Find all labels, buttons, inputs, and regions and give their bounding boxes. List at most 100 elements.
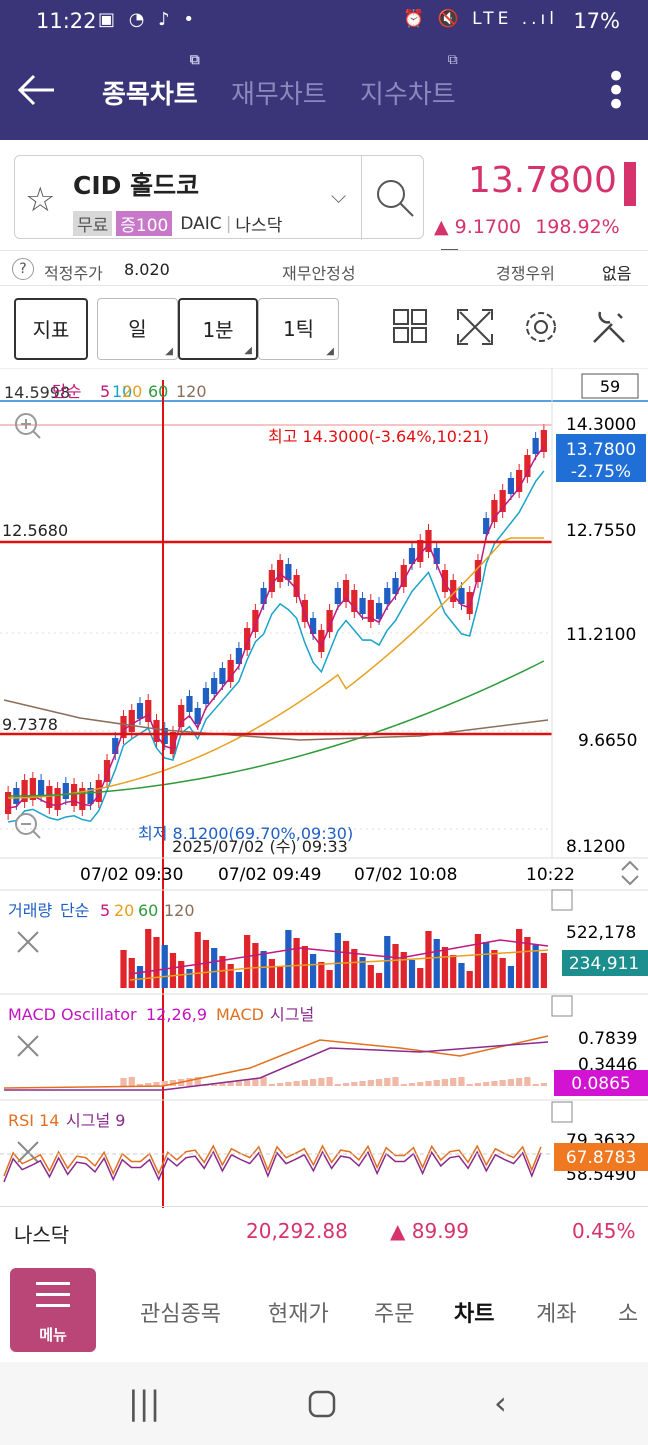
macd-bar xyxy=(235,1080,243,1086)
more-menu-icon[interactable]: • • • xyxy=(605,57,626,125)
volume-bar xyxy=(252,943,259,988)
tab-index-chart[interactable]: 지수차트 ⧉ xyxy=(360,52,458,111)
fullscreen-icon[interactable] xyxy=(456,308,494,346)
candle xyxy=(359,598,366,614)
macd-bar xyxy=(293,1081,300,1086)
ma-legend-60: 60 xyxy=(148,382,168,401)
competitive-advantage[interactable]: 경쟁우위 xyxy=(496,264,555,283)
macd-bar xyxy=(318,1078,325,1086)
search-icon[interactable] xyxy=(373,176,417,220)
macd-bar xyxy=(474,1083,482,1086)
nav-watchlist[interactable]: 관심종목 xyxy=(140,1302,221,1327)
volume-legend-20: 20 xyxy=(114,901,134,920)
volume-bar xyxy=(483,942,490,988)
candle xyxy=(491,500,498,522)
indicator-button[interactable]: 지표 xyxy=(14,298,88,360)
chart-canvas[interactable]: 14.5998 5 단순 10 20 60 120 59 최고 14.3000(… xyxy=(0,367,648,1208)
nav-more[interactable]: 소 xyxy=(618,1302,639,1327)
rsi-last: 67.8783 xyxy=(566,1148,636,1168)
period-day-button[interactable]: 일 ◢ xyxy=(97,298,178,360)
candle xyxy=(95,780,102,802)
chevron-down-icon[interactable]: ⌵ xyxy=(331,184,347,208)
stock-chart[interactable]: 14.5998 5 단순 10 20 60 120 59 최고 14.3000(… xyxy=(0,367,648,1208)
recent-apps-icon[interactable]: ||| xyxy=(128,1384,161,1422)
competitive-value: 없음 xyxy=(602,264,632,283)
scroll-arrows-icon[interactable] xyxy=(621,860,639,886)
volume-menu-icon[interactable] xyxy=(551,889,573,911)
macd-last: 0.0865 xyxy=(571,1074,630,1094)
stock-selector[interactable]: ☆ CID 홀드코 무료 증100 DAIC | 나스닥 ⌵ xyxy=(14,155,424,240)
candle xyxy=(260,588,267,604)
tab-financial-chart[interactable]: 재무차트 xyxy=(231,74,327,111)
exchange-code: DAIC xyxy=(180,213,222,234)
nav-chart[interactable]: 차트 xyxy=(454,1302,495,1327)
period-1min-button[interactable]: 1분 ◢ xyxy=(178,298,258,360)
rsi-line xyxy=(3,1144,542,1177)
nav-account[interactable]: 계좌 xyxy=(536,1302,577,1327)
financial-stability[interactable]: 재무안정성 xyxy=(282,264,356,283)
high-price-label: 최고 14.3000(-3.64%,10:21) xyxy=(268,427,489,446)
close-icon[interactable] xyxy=(17,1141,39,1163)
candle xyxy=(70,784,78,806)
candle xyxy=(474,560,482,582)
candle xyxy=(227,660,234,682)
macd-bar xyxy=(342,1083,350,1086)
divider xyxy=(361,156,362,240)
period-1tick-button[interactable]: 1틱 ◢ xyxy=(258,298,339,360)
macd-bar xyxy=(359,1081,366,1086)
index-pct: 0.45% xyxy=(572,1219,636,1243)
macd-bar xyxy=(400,1084,407,1086)
candle xyxy=(62,783,69,799)
favorite-star-icon[interactable]: ☆ xyxy=(25,180,56,220)
volume-bar xyxy=(194,932,201,988)
candle xyxy=(277,560,284,582)
zoom-out-icon[interactable] xyxy=(15,813,41,839)
macd-bar xyxy=(433,1080,440,1086)
close-icon[interactable] xyxy=(17,1035,39,1057)
grid-layout-icon[interactable] xyxy=(392,308,428,344)
ma10-line xyxy=(7,470,545,823)
tools-icon[interactable] xyxy=(590,308,628,346)
tab-label: 지수차트 xyxy=(360,80,456,110)
nav-order[interactable]: 주문 xyxy=(374,1302,415,1327)
chart-toolbar: 지표 일 ◢ 1분 ◢ 1틱 ◢ xyxy=(0,296,648,364)
candle xyxy=(392,578,399,594)
candle xyxy=(309,618,317,634)
back-nav-icon[interactable]: ‹ xyxy=(494,1384,507,1422)
candle xyxy=(268,570,275,592)
macd-menu-icon[interactable] xyxy=(551,995,573,1017)
macd-bar xyxy=(153,1082,160,1086)
home-icon[interactable] xyxy=(308,1390,336,1418)
index-bar[interactable]: 나스닥 20,292.88 ▲ 89.99 0.45% xyxy=(0,1206,648,1256)
menu-button[interactable]: 메뉴 xyxy=(10,1268,96,1352)
gear-icon[interactable] xyxy=(522,308,560,346)
candle xyxy=(293,575,300,597)
change-amount: ▲ 9.1700 xyxy=(434,216,522,238)
ma5-line xyxy=(8,446,545,809)
volume-bar xyxy=(277,967,284,988)
candle xyxy=(112,738,119,754)
back-arrow-icon[interactable] xyxy=(16,72,56,108)
macd-bar xyxy=(483,1082,490,1086)
close-icon[interactable] xyxy=(17,931,39,953)
candle xyxy=(219,668,226,684)
copy-icon: ⧉ xyxy=(189,52,200,68)
candle xyxy=(29,778,36,800)
y-tick: 8.1200 xyxy=(566,837,625,857)
y-tick: 11.2100 xyxy=(566,625,636,645)
current-price: 13.7800 xyxy=(468,160,617,201)
macd-bar xyxy=(145,1083,152,1086)
nav-quote[interactable]: 현재가 xyxy=(268,1302,329,1327)
button-label: 일 xyxy=(128,317,147,341)
candle xyxy=(499,490,506,512)
count-box[interactable] xyxy=(581,373,639,399)
tab-stock-chart[interactable]: 종목차트 ⧉ xyxy=(102,52,200,111)
volume-bar xyxy=(268,959,275,988)
candle xyxy=(516,470,523,492)
rsi-menu-icon[interactable] xyxy=(551,1101,573,1123)
volume-bar xyxy=(441,947,449,988)
volume-bar xyxy=(499,958,506,988)
zoom-in-icon[interactable] xyxy=(15,413,41,439)
help-icon[interactable]: ? xyxy=(12,258,34,280)
macd-line xyxy=(3,1035,549,1089)
